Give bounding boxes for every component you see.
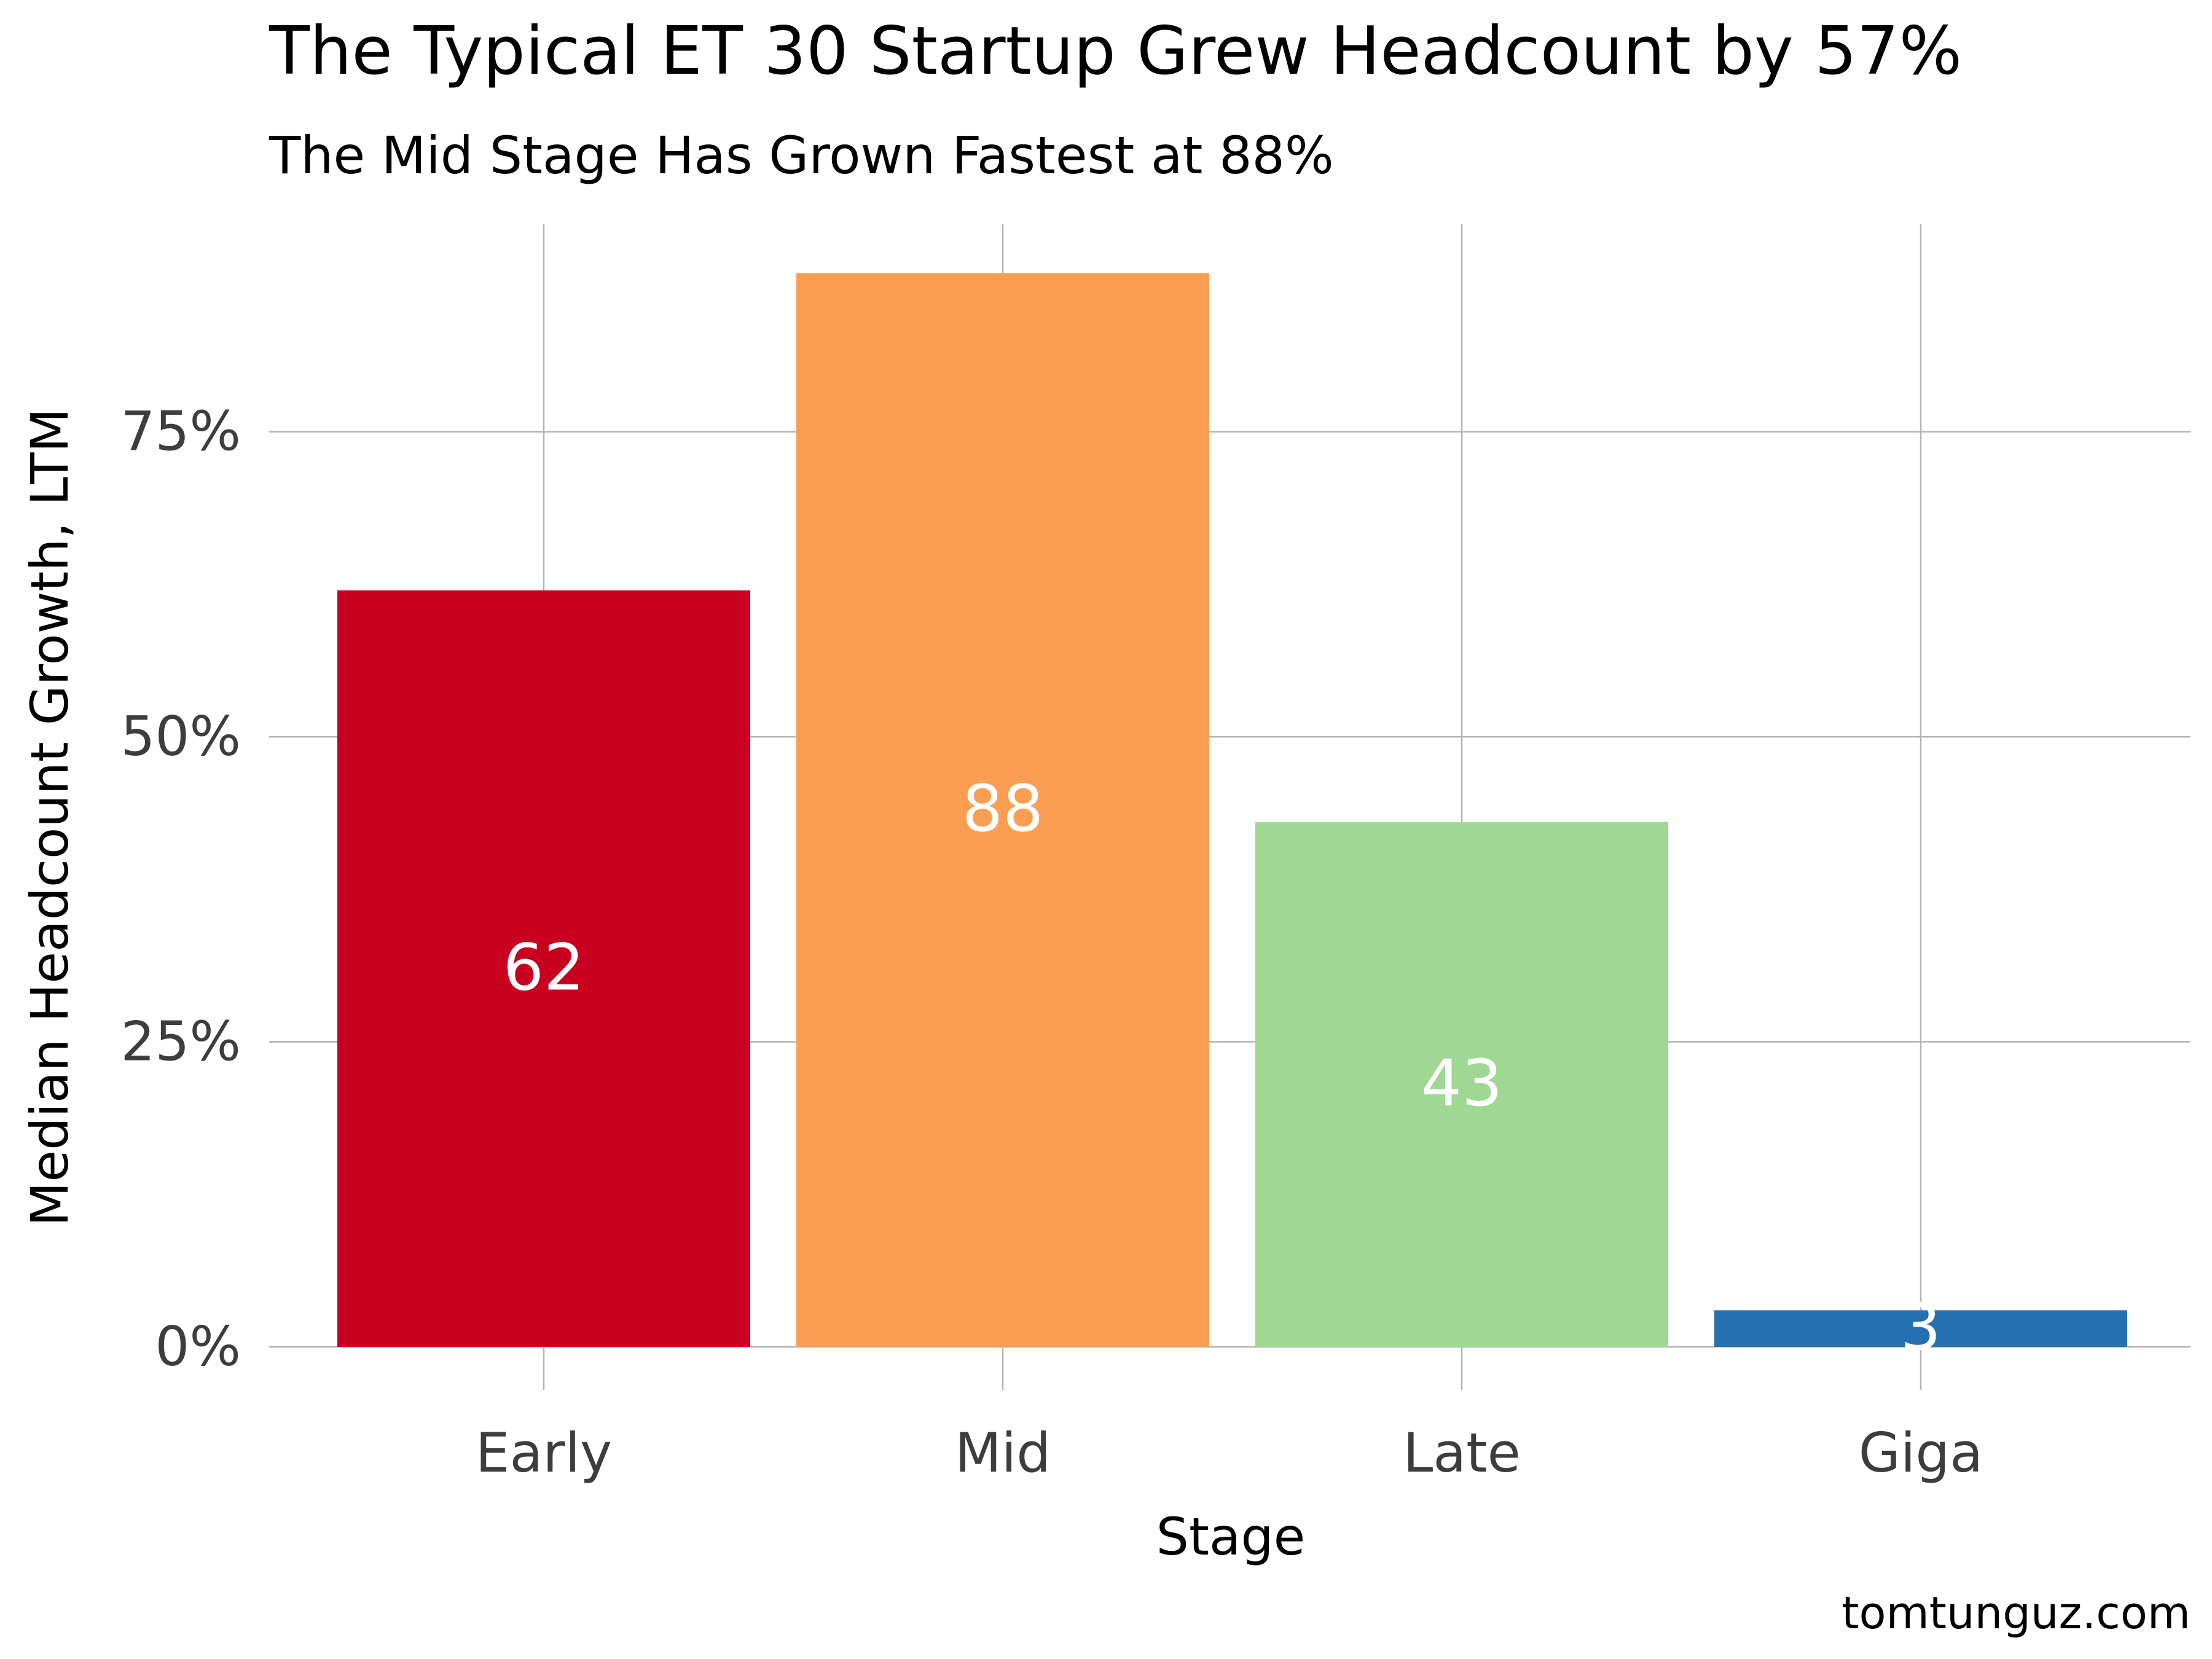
- y-tick-label-2: 50%: [120, 705, 241, 768]
- chart-subtitle: The Mid Stage Has Grown Fastest at 88%: [269, 125, 1334, 186]
- bars: [337, 273, 2127, 1347]
- x-axis-ticks: Early Mid Late Giga: [476, 1421, 1983, 1484]
- y-tick-label-0: 0%: [155, 1315, 241, 1378]
- bar-giga: [1714, 1310, 2127, 1347]
- x-axis-title: Stage: [1156, 1507, 1306, 1567]
- bar-label-late: 43: [1421, 1046, 1502, 1121]
- x-tick-label-giga: Giga: [1859, 1421, 1983, 1484]
- y-tick-label-1: 25%: [120, 1010, 241, 1073]
- y-axis-ticks: 0% 25% 50% 75%: [120, 400, 241, 1378]
- y-tick-label-3: 75%: [120, 400, 241, 463]
- x-tick-label-mid: Mid: [955, 1421, 1051, 1484]
- x-tick-label-late: Late: [1403, 1421, 1521, 1484]
- bar-early: [337, 590, 750, 1347]
- y-axis-title: Median Headcount Growth, LTM: [20, 408, 80, 1226]
- bar-label-mid: 88: [962, 771, 1043, 846]
- bar-label-giga: 3: [1900, 1290, 1941, 1365]
- chart-title: The Typical ET 30 Startup Grew Headcount…: [269, 13, 1962, 90]
- bar-mid: [796, 273, 1209, 1347]
- bar-value-labels: 62 88 43 3: [503, 771, 1941, 1365]
- source-caption: tomtunguz.com: [1841, 1587, 2190, 1639]
- bar-late: [1255, 822, 1668, 1347]
- bar-label-early: 62: [503, 930, 584, 1005]
- x-tick-label-early: Early: [476, 1421, 612, 1484]
